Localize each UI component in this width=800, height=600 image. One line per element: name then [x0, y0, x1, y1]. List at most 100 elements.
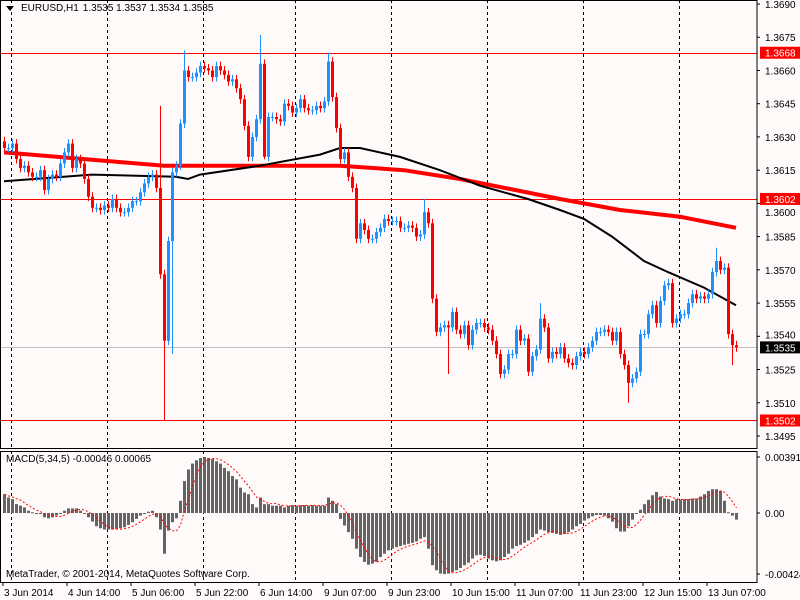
candle-bear	[335, 97, 338, 129]
candle-bull	[255, 119, 258, 137]
macd-bar	[711, 489, 714, 513]
macd-bar	[567, 513, 570, 533]
moving-average-slow	[3, 150, 737, 230]
macd-bar	[523, 513, 526, 543]
candle-bear	[495, 340, 498, 355]
candle-bear	[583, 351, 586, 355]
triangle-down-icon[interactable]	[6, 6, 14, 11]
candle-bull	[295, 108, 298, 113]
time-tick-label: 9 Jun 07:00	[324, 588, 377, 599]
candle-bear	[355, 187, 358, 239]
candle-bull	[439, 327, 442, 332]
candle-bull	[407, 225, 410, 228]
candle-bull	[603, 329, 606, 332]
macd-bar	[383, 513, 386, 554]
candle-bull	[123, 212, 126, 214]
candle-bear	[555, 351, 558, 355]
macd-bar	[259, 497, 262, 513]
candle-bull	[667, 283, 670, 286]
macd-bar	[671, 500, 674, 513]
macd-bar	[399, 513, 402, 547]
macd-bar	[639, 509, 642, 513]
macd-bar	[439, 513, 442, 574]
macd-bar	[27, 510, 30, 513]
macd-bar	[355, 513, 358, 549]
candle-bull	[127, 207, 130, 213]
candle-bear	[235, 79, 238, 89]
candle-bull	[723, 267, 726, 270]
macd-bar	[535, 513, 538, 534]
bid-price-label: 1.3535	[765, 343, 796, 354]
candle-bull	[175, 165, 178, 173]
price-tick-label: 1.3630	[765, 133, 796, 144]
candle-bull	[475, 323, 478, 330]
candle-bear	[411, 225, 414, 228]
candle-bull	[531, 356, 534, 372]
macd-bar	[239, 487, 242, 513]
macd-bar	[127, 513, 130, 525]
candle-bear	[367, 229, 370, 239]
candle-bear	[187, 70, 190, 78]
price-level-lines[interactable]	[0, 53, 757, 421]
macd-bar	[243, 492, 246, 513]
candle-bear	[287, 103, 290, 106]
macd-bar	[387, 513, 390, 551]
candle-bull	[463, 325, 466, 335]
time-tick-label: 3 Jun 2014	[4, 588, 54, 599]
macd-bar	[463, 513, 466, 566]
price-axis[interactable]: 1.3690 1.3675 1.3660 1.3645 1.3630 1.3615 1.36…	[757, 0, 800, 443]
macd-bar	[515, 513, 518, 547]
candle-bear	[243, 99, 246, 126]
macd-bar	[87, 513, 90, 518]
level-price-label-box	[760, 414, 800, 427]
macd-bar	[563, 513, 566, 534]
candle-bull	[271, 116, 274, 118]
candle-bear	[303, 99, 306, 109]
candle-bull	[167, 241, 170, 341]
macd-bar	[179, 500, 182, 513]
macd-bar	[67, 508, 70, 513]
macd-bar	[551, 513, 554, 533]
candle-bull	[179, 123, 182, 166]
candle-bear	[31, 172, 34, 177]
candle-bear	[655, 305, 658, 324]
macd-bar	[363, 513, 366, 562]
macd-bar	[615, 513, 618, 529]
macd-bar	[731, 513, 734, 516]
candle-bull	[375, 232, 378, 239]
candle-bull	[679, 314, 682, 319]
candle-bear	[695, 294, 698, 299]
candle-bull	[259, 63, 262, 120]
candle-bear	[159, 187, 162, 275]
macd-bar	[687, 499, 690, 513]
macd-bar	[611, 513, 614, 522]
candle-bear	[455, 311, 458, 330]
macd-bar	[315, 505, 318, 513]
candle-bear	[119, 207, 122, 213]
macd-bar	[331, 500, 334, 513]
macd-bar	[691, 498, 694, 513]
macd-bar	[103, 513, 106, 530]
candle-bear	[239, 88, 242, 100]
macd-bar	[403, 513, 406, 545]
candle-bull	[195, 72, 198, 78]
candle-bull	[327, 61, 330, 102]
candle-bear	[519, 329, 522, 341]
macd-bar	[527, 513, 530, 541]
time-axis[interactable]: 3 Jun 2014 4 Jun 14:00 5 Jun 06:00 5 Jun 22…	[2, 582, 766, 599]
macd-bar	[115, 513, 118, 529]
macd-bar	[367, 513, 370, 565]
candle-bear	[627, 365, 630, 383]
macd-bar	[483, 513, 486, 557]
candle-bull	[231, 79, 234, 82]
candle-bear	[219, 66, 222, 71]
candle-bear	[319, 105, 322, 109]
candle-bull	[143, 183, 146, 193]
candle-bull	[323, 101, 326, 109]
macd-bar	[451, 513, 454, 572]
candle-bull	[635, 371, 638, 379]
candle-bear	[203, 66, 206, 69]
candle-bull	[191, 77, 194, 79]
macd-bar	[507, 513, 510, 554]
